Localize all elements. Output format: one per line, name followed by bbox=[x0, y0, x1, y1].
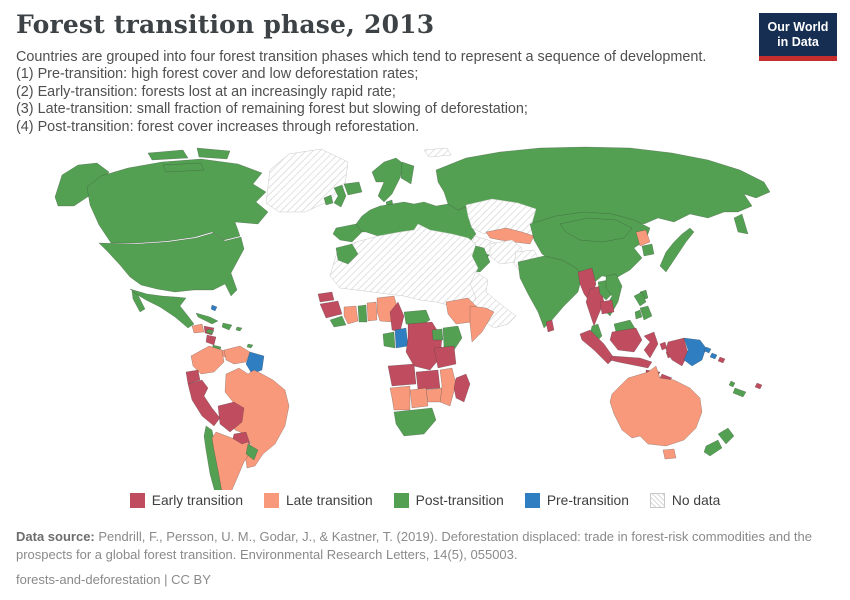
legend-label: Late transition bbox=[286, 493, 373, 508]
subtitle-line: (3) Late-transition: small fraction of r… bbox=[16, 101, 528, 118]
early-transition-swatch bbox=[129, 493, 145, 508]
legend-label: Early transition bbox=[151, 493, 243, 508]
owid-logo-line1: Our World bbox=[767, 20, 829, 34]
license-link[interactable]: CC BY bbox=[171, 572, 211, 587]
legend-label: No data bbox=[671, 493, 721, 508]
legend-item-post-transition[interactable]: Post-transition bbox=[393, 493, 504, 508]
legend-item-late-transition[interactable]: Late transition bbox=[264, 493, 373, 508]
owid-logo-line2: in Data bbox=[777, 34, 819, 49]
legend-item-early-transition[interactable]: Early transition bbox=[129, 493, 243, 508]
world-map[interactable] bbox=[0, 145, 850, 490]
footer-links: forests-and-deforestation | CC BY bbox=[16, 571, 816, 589]
legend-label: Post-transition bbox=[415, 493, 504, 508]
no-data-swatch bbox=[649, 493, 665, 508]
data-source-label: Data source: bbox=[16, 529, 95, 544]
subtitle-line: Countries are grouped into four forest t… bbox=[16, 49, 707, 65]
post-transition-swatch bbox=[393, 493, 409, 508]
chart-subtitle: Countries are grouped into four forest t… bbox=[16, 49, 834, 136]
legend-item-pre-transition[interactable]: Pre-transition bbox=[524, 493, 629, 508]
topic-link[interactable]: forests-and-deforestation bbox=[16, 572, 161, 587]
legend-label: Pre-transition bbox=[546, 493, 629, 508]
pre-transition-swatch bbox=[524, 493, 540, 508]
owid-logo[interactable]: Our World in Data bbox=[759, 13, 837, 61]
subtitle-line: (2) Early-transition: forests lost at an… bbox=[16, 83, 396, 100]
data-source-text: Pendrill, F., Persson, U. M., Godar, J.,… bbox=[16, 529, 812, 562]
subtitle-line: (1) Pre-transition: high forest cover an… bbox=[16, 66, 419, 83]
data-source-note: Data source: Pendrill, F., Persson, U. M… bbox=[16, 528, 816, 564]
chart-title: Forest transition phase, 2013 bbox=[16, 10, 435, 39]
footer-separator: | bbox=[160, 572, 172, 587]
map-legend: Early transition Late transition Post-tr… bbox=[0, 493, 850, 508]
chart-header: Forest transition phase, 2013 Countries … bbox=[16, 10, 834, 136]
chart-footer: Data source: Pendrill, F., Persson, U. M… bbox=[16, 528, 816, 589]
map-regions[interactable] bbox=[54, 146, 771, 490]
legend-item-no-data[interactable]: No data bbox=[649, 493, 721, 508]
late-transition-swatch bbox=[264, 493, 279, 508]
subtitle-line: (4) Post-transition: forest cover increa… bbox=[16, 118, 420, 135]
